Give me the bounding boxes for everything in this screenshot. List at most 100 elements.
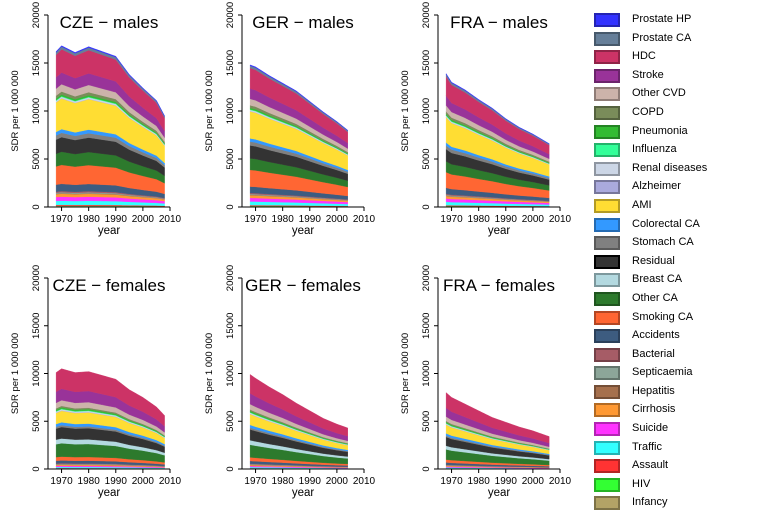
x-tick-label: 2010: [159, 214, 182, 225]
legend-swatch: [594, 217, 620, 232]
x-tick-label: 2000: [522, 476, 545, 487]
y-axis-label: SDR per 1 000 000: [204, 333, 215, 414]
legend-item: Prostate CA: [594, 31, 754, 50]
x-tick-label: 2010: [159, 476, 182, 487]
x-tick-label: 1970: [50, 214, 73, 225]
legend-label: Prostate CA: [632, 31, 692, 44]
y-tick-label: 15000: [225, 313, 236, 339]
legend-swatch: [594, 87, 620, 102]
legend-label: Hepatitis: [632, 384, 675, 397]
legend-label: Suicide: [632, 422, 669, 435]
legend-swatch: [594, 105, 620, 120]
legend-label: Breast CA: [632, 273, 683, 286]
legend-label: Accidents: [632, 329, 680, 342]
legend-swatch: [594, 273, 620, 288]
area-prostate-hp: [249, 64, 348, 132]
x-tick-label: 2000: [326, 214, 349, 225]
legend-item: Accidents: [594, 328, 754, 347]
legend-swatch: [594, 68, 620, 83]
x-tick-label: 2010: [549, 214, 572, 225]
x-tick-label: 1970: [440, 214, 463, 225]
y-axis-label: SDR per 1 000 000: [10, 70, 21, 151]
y-tick-label: 0: [225, 466, 236, 471]
legend-item: Stomach CA: [594, 235, 754, 254]
panel-2: 0 5000 10000 15000 20000 1970 1980 1990 2000 2010…: [204, 2, 376, 237]
panel-5: 0 5000 10000 15000 20000 1970 1980 1990 2000 2010…: [204, 265, 376, 499]
y-tick-label: 20000: [31, 265, 42, 291]
legend-label: Residual: [632, 254, 675, 267]
y-tick-label: 5000: [31, 148, 42, 169]
legend-item: Smoking CA: [594, 310, 754, 329]
legend-label: Prostate HP: [632, 13, 692, 25]
legend-swatch: [594, 496, 620, 511]
x-axis-label: year: [488, 487, 511, 499]
y-tick-label: 10000: [31, 98, 42, 124]
y-tick-label: 15000: [225, 50, 236, 76]
x-tick-label: 1980: [272, 476, 295, 487]
y-tick-label: 10000: [31, 360, 42, 386]
legend-swatch: [594, 329, 620, 344]
panel-title: GER − females: [245, 276, 361, 295]
x-tick-label: 1990: [495, 214, 518, 225]
legend-item: Alzheimer: [594, 179, 754, 198]
y-axis-label: SDR per 1 000 000: [400, 70, 411, 151]
x-axis-label: year: [488, 225, 511, 237]
legend-swatch: [594, 124, 620, 139]
legend-label: HIV: [632, 477, 651, 490]
legend-label: Influenza: [632, 143, 677, 156]
x-tick-label: 1990: [105, 476, 128, 487]
x-tick-label: 2010: [549, 476, 572, 487]
legend-item: HIV: [594, 477, 754, 496]
x-tick-label: 2010: [353, 214, 376, 225]
legend-item: Infancy: [594, 495, 754, 514]
y-tick-label: 5000: [225, 148, 236, 169]
legend-swatch: [594, 440, 620, 455]
legend-item: Septicaemia: [594, 365, 754, 384]
y-tick-label: 20000: [31, 2, 42, 28]
panel-title: CZE − females: [53, 276, 166, 295]
y-tick-label: 5000: [421, 148, 432, 169]
panel-6: 0 5000 10000 15000 20000 1970 1980 1990 2000 2010…: [400, 265, 572, 499]
y-tick-label: 10000: [225, 360, 236, 386]
legend-item: Traffic: [594, 440, 754, 459]
y-tick-label: 20000: [225, 2, 236, 28]
legend-label: Other CVD: [632, 87, 686, 100]
legend-item: Colorectal CA: [594, 217, 754, 236]
legend-label: Stomach CA: [632, 236, 694, 249]
legend-swatch: [594, 180, 620, 195]
legend-item: Residual: [594, 254, 754, 273]
x-tick-label: 1970: [244, 214, 267, 225]
legend-label: Colorectal CA: [632, 217, 700, 230]
y-tick-label: 15000: [31, 313, 42, 339]
x-axis-label: year: [98, 225, 121, 237]
y-tick-label: 20000: [225, 265, 236, 291]
x-tick-label: 1970: [440, 476, 463, 487]
x-tick-label: 2000: [326, 476, 349, 487]
y-tick-label: 10000: [225, 98, 236, 124]
legend-item: Suicide: [594, 421, 754, 440]
x-tick-label: 2010: [353, 476, 376, 487]
legend-swatch: [594, 13, 620, 27]
legend-swatch: [594, 403, 620, 418]
x-tick-label: 1990: [105, 214, 128, 225]
legend-item: Renal diseases: [594, 161, 754, 180]
legend-label: Pneumonia: [632, 124, 688, 137]
y-tick-label: 10000: [421, 360, 432, 386]
y-tick-label: 0: [421, 204, 432, 209]
x-tick-label: 2000: [522, 214, 545, 225]
legend-item: Breast CA: [594, 272, 754, 291]
legend-item: Influenza: [594, 142, 754, 161]
legend-swatch: [594, 31, 620, 46]
panel-title: GER − males: [252, 13, 354, 32]
legend-label: Traffic: [632, 440, 662, 453]
x-tick-label: 1980: [468, 214, 491, 225]
y-tick-label: 20000: [421, 2, 432, 28]
panel-title: FRA − males: [450, 13, 548, 32]
legend-label: Other CA: [632, 291, 678, 304]
legend-label: Infancy: [632, 496, 668, 509]
y-axis-label: SDR per 1 000 000: [204, 70, 215, 151]
x-tick-label: 1990: [299, 476, 322, 487]
x-axis-label: year: [98, 487, 121, 499]
y-tick-label: 15000: [31, 50, 42, 76]
